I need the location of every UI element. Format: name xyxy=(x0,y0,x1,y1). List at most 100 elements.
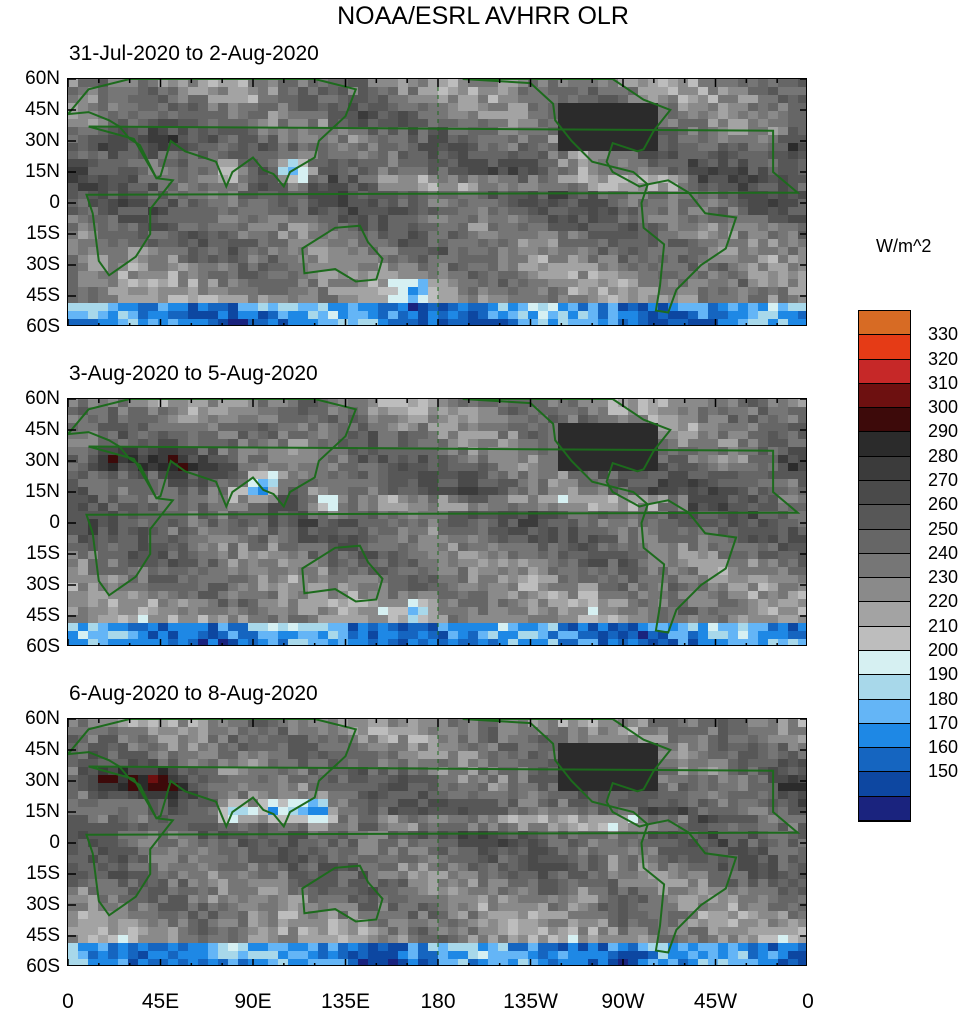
olr-cell xyxy=(138,287,149,296)
olr-map-panel-1[interactable] xyxy=(67,78,807,326)
olr-cell xyxy=(238,295,249,304)
olr-cell xyxy=(778,295,789,304)
olr-cell xyxy=(118,631,129,640)
olr-cell xyxy=(208,287,219,296)
olr-cell xyxy=(608,623,619,632)
olr-cell xyxy=(388,231,399,240)
olr-cell xyxy=(558,159,569,168)
olr-cell xyxy=(338,175,349,184)
olr-cell xyxy=(238,623,249,632)
olr-cell xyxy=(418,527,429,536)
olr-cell xyxy=(638,639,649,646)
olr-cell xyxy=(738,727,749,736)
olr-cell xyxy=(448,623,459,632)
olr-cell xyxy=(718,487,729,496)
olr-cell xyxy=(708,119,719,128)
olr-cell xyxy=(288,535,299,544)
olr-cell xyxy=(488,591,499,600)
olr-cell xyxy=(138,591,149,600)
olr-cell xyxy=(738,255,749,264)
olr-cell xyxy=(478,143,489,152)
olr-cell xyxy=(688,135,699,144)
olr-cell xyxy=(348,311,359,320)
olr-cell xyxy=(478,303,489,312)
olr-cell xyxy=(688,719,699,728)
olr-cell xyxy=(128,479,139,488)
olr-cell xyxy=(88,623,99,632)
olr-cell xyxy=(528,111,539,120)
olr-cell xyxy=(618,111,629,120)
olr-cell xyxy=(118,239,129,248)
olr-cell xyxy=(758,551,769,560)
olr-cell xyxy=(668,207,679,216)
olr-map-panel-3[interactable] xyxy=(67,718,807,966)
olr-cell xyxy=(278,607,289,616)
olr-cell xyxy=(558,623,569,632)
olr-cell xyxy=(98,631,109,640)
olr-cell xyxy=(648,463,659,472)
olr-cell xyxy=(548,191,559,200)
olr-cell xyxy=(108,415,119,424)
olr-cell xyxy=(88,319,99,326)
olr-cell xyxy=(138,415,149,424)
olr-cell xyxy=(548,559,559,568)
olr-cell xyxy=(678,535,689,544)
olr-cell xyxy=(578,607,589,616)
olr-cell xyxy=(438,423,449,432)
olr-cell xyxy=(538,623,549,632)
olr-cell xyxy=(568,735,579,744)
olr-cell xyxy=(228,183,239,192)
olr-cell xyxy=(278,487,289,496)
olr-map-panel-2[interactable] xyxy=(67,398,807,646)
olr-cell xyxy=(388,239,399,248)
olr-cell xyxy=(188,167,199,176)
olr-cell xyxy=(128,151,139,160)
olr-cell xyxy=(258,439,269,448)
olr-cell xyxy=(608,727,619,736)
olr-cell xyxy=(538,271,549,280)
olr-cell xyxy=(528,95,539,104)
olr-cell xyxy=(668,599,679,608)
olr-cell xyxy=(458,455,469,464)
olr-cell xyxy=(688,503,699,512)
olr-cell xyxy=(448,95,459,104)
olr-cell xyxy=(478,207,489,216)
olr-cell xyxy=(108,423,119,432)
olr-cell xyxy=(448,119,459,128)
olr-cell xyxy=(218,575,229,584)
olr-cell xyxy=(688,455,699,464)
olr-cell xyxy=(468,471,479,480)
olr-cell xyxy=(798,303,807,312)
olr-cell xyxy=(678,215,689,224)
olr-cell xyxy=(798,151,807,160)
olr-cell xyxy=(528,439,539,448)
olr-cell xyxy=(628,623,639,632)
olr-cell xyxy=(618,607,629,616)
olr-cell xyxy=(628,159,639,168)
olr-cell xyxy=(398,111,409,120)
olr-cell xyxy=(408,255,419,264)
olr-cell xyxy=(598,215,609,224)
olr-cell xyxy=(298,207,309,216)
olr-cell xyxy=(738,623,749,632)
olr-cell xyxy=(518,199,529,208)
olr-cell xyxy=(148,135,159,144)
olr-cell xyxy=(128,167,139,176)
olr-cell xyxy=(198,215,209,224)
olr-cell xyxy=(728,623,739,632)
olr-cell xyxy=(438,111,449,120)
olr-cell xyxy=(408,223,419,232)
olr-cell xyxy=(608,295,619,304)
olr-cell xyxy=(148,295,159,304)
olr-cell xyxy=(98,159,109,168)
olr-cell xyxy=(438,463,449,472)
olr-cell xyxy=(188,159,199,168)
olr-cell xyxy=(798,567,807,576)
olr-cell xyxy=(788,639,799,646)
olr-cell xyxy=(218,599,229,608)
olr-cell xyxy=(338,567,349,576)
olr-cell xyxy=(668,719,679,728)
olr-cell xyxy=(238,183,249,192)
olr-cell xyxy=(568,407,579,416)
olr-cell xyxy=(708,727,719,736)
